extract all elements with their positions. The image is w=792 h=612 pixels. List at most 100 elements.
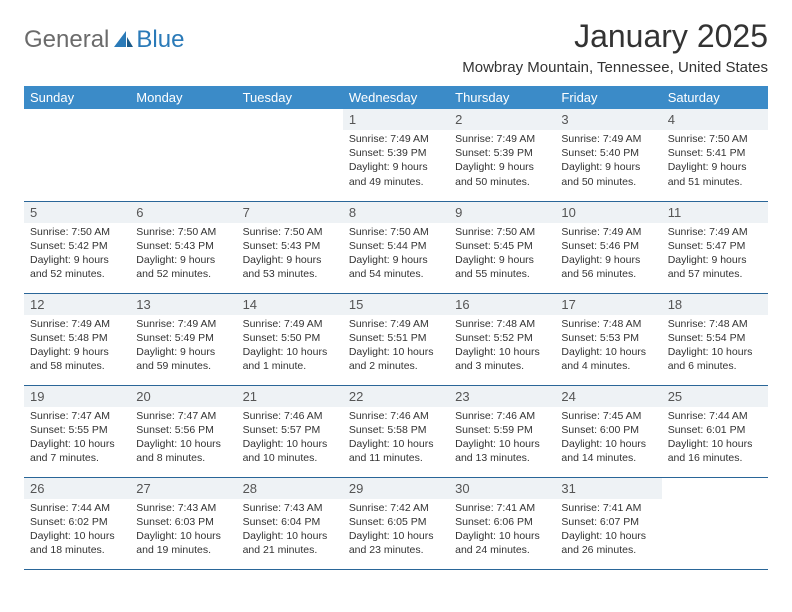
- day-info: Sunrise: 7:50 AMSunset: 5:42 PMDaylight:…: [24, 223, 130, 288]
- daylight-line-2: and 16 minutes.: [668, 451, 762, 465]
- daylight-line-2: and 57 minutes.: [668, 267, 762, 281]
- sunrise-line: Sunrise: 7:49 AM: [561, 225, 655, 239]
- daylight-line-1: Daylight: 10 hours: [668, 437, 762, 451]
- day-header-monday: Monday: [130, 86, 236, 109]
- day-info: Sunrise: 7:50 AMSunset: 5:44 PMDaylight:…: [343, 223, 449, 288]
- daylight-line-2: and 49 minutes.: [349, 175, 443, 189]
- calendar-day-cell: 25Sunrise: 7:44 AMSunset: 6:01 PMDayligh…: [662, 385, 768, 477]
- day-number: 9: [449, 202, 555, 223]
- sunrise-line: Sunrise: 7:49 AM: [349, 317, 443, 331]
- calendar-day-cell: 11Sunrise: 7:49 AMSunset: 5:47 PMDayligh…: [662, 201, 768, 293]
- sunrise-line: Sunrise: 7:48 AM: [668, 317, 762, 331]
- calendar-table: SundayMondayTuesdayWednesdayThursdayFrid…: [24, 86, 768, 570]
- day-number: 31: [555, 478, 661, 499]
- daylight-line-1: Daylight: 9 hours: [455, 160, 549, 174]
- logo-text-general: General: [24, 26, 109, 54]
- calendar-day-cell: 16Sunrise: 7:48 AMSunset: 5:52 PMDayligh…: [449, 293, 555, 385]
- calendar-day-cell: 1Sunrise: 7:49 AMSunset: 5:39 PMDaylight…: [343, 109, 449, 201]
- daylight-line-2: and 50 minutes.: [561, 175, 655, 189]
- day-number: 27: [130, 478, 236, 499]
- daylight-line-1: Daylight: 9 hours: [668, 160, 762, 174]
- daylight-line-2: and 58 minutes.: [30, 359, 124, 373]
- sunset-line: Sunset: 6:05 PM: [349, 515, 443, 529]
- day-number: 17: [555, 294, 661, 315]
- day-header-sunday: Sunday: [24, 86, 130, 109]
- sunset-line: Sunset: 5:54 PM: [668, 331, 762, 345]
- day-number: 5: [24, 202, 130, 223]
- sunrise-line: Sunrise: 7:45 AM: [561, 409, 655, 423]
- daylight-line-2: and 24 minutes.: [455, 543, 549, 557]
- sunrise-line: Sunrise: 7:49 AM: [30, 317, 124, 331]
- header: General Blue January 2025 Mowbray Mounta…: [24, 18, 768, 76]
- day-number: 28: [237, 478, 343, 499]
- daylight-line-2: and 50 minutes.: [455, 175, 549, 189]
- daylight-line-1: Daylight: 10 hours: [243, 437, 337, 451]
- daylight-line-1: Daylight: 9 hours: [349, 160, 443, 174]
- sunset-line: Sunset: 5:43 PM: [136, 239, 230, 253]
- day-info: Sunrise: 7:44 AMSunset: 6:02 PMDaylight:…: [24, 499, 130, 564]
- day-info: Sunrise: 7:43 AMSunset: 6:04 PMDaylight:…: [237, 499, 343, 564]
- calendar-day-cell: 9Sunrise: 7:50 AMSunset: 5:45 PMDaylight…: [449, 201, 555, 293]
- day-info: Sunrise: 7:47 AMSunset: 5:56 PMDaylight:…: [130, 407, 236, 472]
- day-info: Sunrise: 7:42 AMSunset: 6:05 PMDaylight:…: [343, 499, 449, 564]
- sunset-line: Sunset: 6:06 PM: [455, 515, 549, 529]
- sunset-line: Sunset: 5:57 PM: [243, 423, 337, 437]
- sunrise-line: Sunrise: 7:44 AM: [668, 409, 762, 423]
- calendar-day-cell: 28Sunrise: 7:43 AMSunset: 6:04 PMDayligh…: [237, 477, 343, 569]
- sunrise-line: Sunrise: 7:50 AM: [30, 225, 124, 239]
- day-number: 13: [130, 294, 236, 315]
- day-number: 2: [449, 109, 555, 130]
- day-number: 25: [662, 386, 768, 407]
- sunrise-line: Sunrise: 7:50 AM: [243, 225, 337, 239]
- calendar-day-cell: 13Sunrise: 7:49 AMSunset: 5:49 PMDayligh…: [130, 293, 236, 385]
- day-info: Sunrise: 7:46 AMSunset: 5:57 PMDaylight:…: [237, 407, 343, 472]
- daylight-line-1: Daylight: 9 hours: [349, 253, 443, 267]
- calendar-day-cell: 31Sunrise: 7:41 AMSunset: 6:07 PMDayligh…: [555, 477, 661, 569]
- day-header-tuesday: Tuesday: [237, 86, 343, 109]
- daylight-line-2: and 14 minutes.: [561, 451, 655, 465]
- sunrise-line: Sunrise: 7:50 AM: [136, 225, 230, 239]
- sunset-line: Sunset: 5:39 PM: [455, 146, 549, 160]
- sunset-line: Sunset: 5:56 PM: [136, 423, 230, 437]
- sunset-line: Sunset: 5:49 PM: [136, 331, 230, 345]
- sunset-line: Sunset: 6:00 PM: [561, 423, 655, 437]
- day-info: Sunrise: 7:48 AMSunset: 5:54 PMDaylight:…: [662, 315, 768, 380]
- sunrise-line: Sunrise: 7:49 AM: [243, 317, 337, 331]
- day-info: Sunrise: 7:49 AMSunset: 5:48 PMDaylight:…: [24, 315, 130, 380]
- day-info: Sunrise: 7:49 AMSunset: 5:40 PMDaylight:…: [555, 130, 661, 195]
- month-title: January 2025: [462, 18, 768, 55]
- daylight-line-2: and 18 minutes.: [30, 543, 124, 557]
- calendar-day-cell: 8Sunrise: 7:50 AMSunset: 5:44 PMDaylight…: [343, 201, 449, 293]
- calendar-day-cell: 17Sunrise: 7:48 AMSunset: 5:53 PMDayligh…: [555, 293, 661, 385]
- day-info: Sunrise: 7:49 AMSunset: 5:39 PMDaylight:…: [449, 130, 555, 195]
- sunset-line: Sunset: 5:48 PM: [30, 331, 124, 345]
- sunset-line: Sunset: 5:50 PM: [243, 331, 337, 345]
- day-info: Sunrise: 7:43 AMSunset: 6:03 PMDaylight:…: [130, 499, 236, 564]
- sunset-line: Sunset: 5:39 PM: [349, 146, 443, 160]
- calendar-week-row: 12Sunrise: 7:49 AMSunset: 5:48 PMDayligh…: [24, 293, 768, 385]
- calendar-empty-cell: [24, 109, 130, 201]
- day-number: 14: [237, 294, 343, 315]
- calendar-day-cell: 29Sunrise: 7:42 AMSunset: 6:05 PMDayligh…: [343, 477, 449, 569]
- calendar-day-cell: 14Sunrise: 7:49 AMSunset: 5:50 PMDayligh…: [237, 293, 343, 385]
- day-number: 11: [662, 202, 768, 223]
- daylight-line-1: Daylight: 9 hours: [136, 253, 230, 267]
- calendar-day-cell: 22Sunrise: 7:46 AMSunset: 5:58 PMDayligh…: [343, 385, 449, 477]
- daylight-line-1: Daylight: 10 hours: [136, 437, 230, 451]
- daylight-line-1: Daylight: 10 hours: [455, 345, 549, 359]
- sunset-line: Sunset: 6:02 PM: [30, 515, 124, 529]
- day-number: 29: [343, 478, 449, 499]
- day-info: Sunrise: 7:46 AMSunset: 5:59 PMDaylight:…: [449, 407, 555, 472]
- sunset-line: Sunset: 5:45 PM: [455, 239, 549, 253]
- daylight-line-2: and 19 minutes.: [136, 543, 230, 557]
- day-header-saturday: Saturday: [662, 86, 768, 109]
- sunrise-line: Sunrise: 7:48 AM: [561, 317, 655, 331]
- daylight-line-1: Daylight: 10 hours: [349, 437, 443, 451]
- calendar-day-cell: 18Sunrise: 7:48 AMSunset: 5:54 PMDayligh…: [662, 293, 768, 385]
- calendar-day-cell: 19Sunrise: 7:47 AMSunset: 5:55 PMDayligh…: [24, 385, 130, 477]
- day-info: Sunrise: 7:48 AMSunset: 5:52 PMDaylight:…: [449, 315, 555, 380]
- daylight-line-2: and 52 minutes.: [136, 267, 230, 281]
- daylight-line-1: Daylight: 9 hours: [136, 345, 230, 359]
- calendar-day-cell: 6Sunrise: 7:50 AMSunset: 5:43 PMDaylight…: [130, 201, 236, 293]
- sunset-line: Sunset: 5:44 PM: [349, 239, 443, 253]
